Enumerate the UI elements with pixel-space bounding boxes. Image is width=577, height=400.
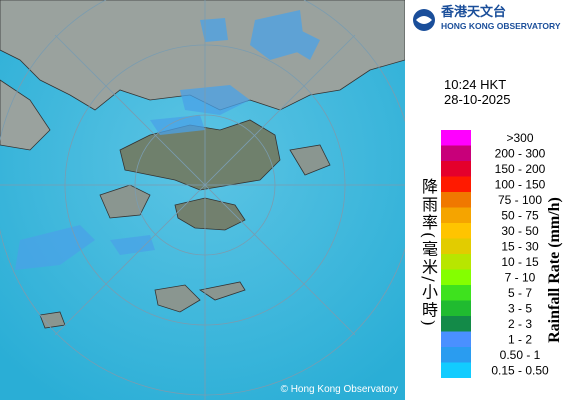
legend-swatch	[441, 192, 471, 208]
legend-label: 50 - 75	[501, 208, 539, 222]
legend-label: 10 - 15	[501, 255, 539, 269]
time: 10:24 HKT	[444, 77, 506, 92]
range-rings	[0, 0, 405, 400]
legend-swatch	[441, 145, 471, 161]
legend-label: 5 - 7	[508, 286, 532, 300]
legend-title-zh: 降雨率(毫米/小時)	[419, 178, 438, 328]
legend-label: 0.15 - 0.50	[491, 363, 549, 377]
legend-swatch	[441, 316, 471, 332]
legend-label: 15 - 30	[501, 239, 539, 253]
legend-label: 0.50 - 1	[500, 348, 541, 362]
legend-label: 30 - 50	[501, 224, 539, 238]
legend-swatch	[441, 223, 471, 239]
logo-icon	[413, 9, 435, 31]
legend-swatch	[441, 347, 471, 363]
legend-swatch	[441, 207, 471, 223]
radar-map: © Hong Kong Observatory	[0, 0, 405, 400]
legend-label: 100 - 150	[495, 177, 546, 191]
legend-label: >300	[506, 131, 533, 145]
rain-echoes	[15, 10, 320, 270]
legend-swatch	[441, 285, 471, 301]
legend-swatch	[441, 300, 471, 316]
legend-label: 2 - 3	[508, 317, 532, 331]
legend-swatch	[441, 130, 471, 146]
legend-label: 150 - 200	[495, 162, 546, 176]
legend-label: 3 - 5	[508, 301, 532, 315]
legend-swatch	[441, 269, 471, 285]
legend-swatch	[441, 254, 471, 270]
logo-english: HONG KONG OBSERVATORY	[441, 21, 561, 31]
legend-label: 1 - 2	[508, 332, 532, 346]
legend-swatch	[441, 238, 471, 254]
legend-swatch	[441, 161, 471, 177]
legend-title-en: Rainfall Rate (mm/h)	[546, 197, 563, 343]
legend-swatch	[441, 331, 471, 347]
legend-label: 200 - 300	[495, 146, 546, 160]
copyright: © Hong Kong Observatory	[281, 384, 398, 395]
date: 28-10-2025	[444, 92, 511, 107]
legend-swatch	[441, 362, 471, 378]
legend-label: 7 - 10	[505, 270, 536, 284]
legend-label: 75 - 100	[498, 193, 542, 207]
legend-swatch	[441, 176, 471, 192]
logo-chinese: 香港天文台	[440, 4, 506, 19]
